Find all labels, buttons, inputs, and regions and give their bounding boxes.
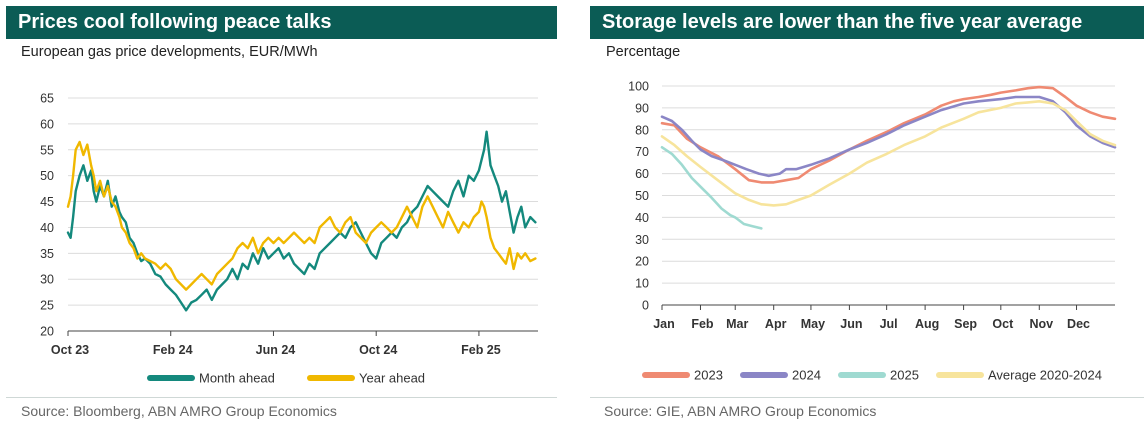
y-tick-label: 60 xyxy=(40,117,54,131)
x-tick-label: Oct 24 xyxy=(359,343,397,357)
x-tick-label: Jun 24 xyxy=(256,343,296,357)
y-tick-label: 25 xyxy=(40,299,54,313)
left-chart-title: Prices cool following peace talks xyxy=(6,6,557,39)
y-tick-label: 20 xyxy=(40,325,54,339)
x-tick-label: Jun xyxy=(840,317,862,331)
x-tick-label: Oct 23 xyxy=(51,343,89,357)
legend-label: Average 2020-2024 xyxy=(988,368,1102,383)
right-chart-title: Storage levels are lower than the five y… xyxy=(590,6,1144,39)
y-tick-label: 30 xyxy=(40,273,54,287)
x-tick-label: May xyxy=(801,317,825,331)
y-tick-label: 40 xyxy=(40,221,54,235)
right-source-note: Source: GIE, ABN AMRO Group Economics xyxy=(604,403,877,419)
y-tick-label: 100 xyxy=(628,80,649,94)
x-tick-label: Jan xyxy=(653,317,675,331)
x-tick-label: Nov xyxy=(1029,317,1053,331)
x-tick-label: Feb 24 xyxy=(153,343,193,357)
left-chart-panel: Prices cool following peace talks Europe… xyxy=(0,0,558,425)
x-tick-label: Apr xyxy=(765,317,787,331)
legend-label: Year ahead xyxy=(359,371,425,386)
y-tick-label: 10 xyxy=(635,277,649,291)
x-tick-label: Oct xyxy=(992,317,1014,331)
gas-storage-chart: 0 10 20 30 40 50 60 70 80 90 100 Jan Feb Mar Apr May Jun… xyxy=(628,80,1117,383)
right-divider xyxy=(590,397,1144,398)
y-tick-label: 70 xyxy=(635,145,649,159)
x-tick-label: Mar xyxy=(726,317,748,331)
x-tick-label: Dec xyxy=(1067,317,1090,331)
legend-label: Month ahead xyxy=(199,371,275,386)
x-tick-label: Sep xyxy=(954,317,977,331)
y-tick-label: 65 xyxy=(40,92,54,106)
series-line-average-2020-2024 xyxy=(660,100,1117,207)
y-tick-label: 90 xyxy=(635,101,649,115)
right-chart-subtitle: Percentage xyxy=(606,44,681,60)
y-tick-label: 30 xyxy=(635,233,649,247)
y-tick-label: 50 xyxy=(635,189,649,203)
series-line-2023 xyxy=(660,85,1117,184)
x-tick-label: Jul xyxy=(880,317,898,331)
left-divider xyxy=(6,397,557,398)
left-source-note: Source: Bloomberg, ABN AMRO Group Econom… xyxy=(21,403,337,419)
y-tick-label: 60 xyxy=(635,167,649,181)
right-chart-panel: Storage levels are lower than the five y… xyxy=(585,0,1146,425)
x-tick-label: Feb xyxy=(691,317,714,331)
left-chart-subtitle: European gas price developments, EUR/MWh xyxy=(21,44,318,60)
legend-label: 2025 xyxy=(890,368,919,383)
y-tick-label: 40 xyxy=(635,211,649,225)
y-tick-label: 35 xyxy=(40,247,54,261)
y-tick-label: 45 xyxy=(40,195,54,209)
series-line-month-ahead xyxy=(66,130,537,312)
series-line-2024 xyxy=(660,95,1117,178)
series-line-2025 xyxy=(660,146,763,230)
series-line-year-ahead xyxy=(66,140,537,291)
y-tick-label: 20 xyxy=(635,255,649,269)
y-tick-label: 80 xyxy=(635,123,649,137)
legend-label: 2024 xyxy=(792,368,821,383)
y-tick-label: 50 xyxy=(40,169,54,183)
legend-label: 2023 xyxy=(694,368,723,383)
x-tick-label: Feb 25 xyxy=(461,343,501,357)
gas-price-chart: 20 25 30 35 40 45 50 55 60 65 Oct 23 Feb 24 Jun 24 Oc… xyxy=(40,92,538,386)
y-tick-label: 0 xyxy=(642,299,649,313)
y-tick-label: 55 xyxy=(40,143,54,157)
x-tick-label: Aug xyxy=(915,317,939,331)
